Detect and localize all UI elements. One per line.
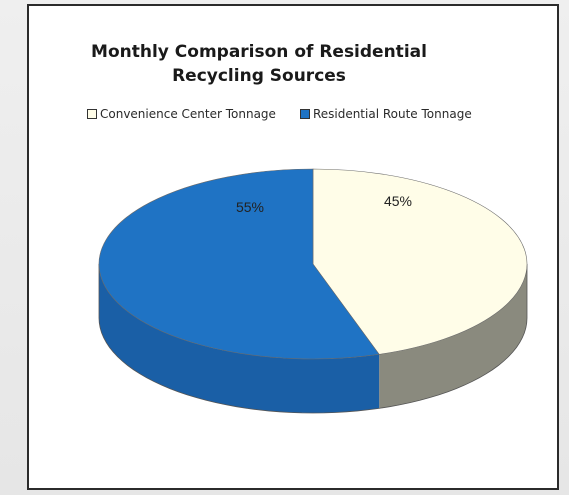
pie-side-residential-route	[99, 264, 380, 413]
pie-bottom-rim	[98, 317, 528, 414]
legend-swatch-convenience-center	[87, 109, 97, 119]
legend-label-residential-route: Residential Route Tonnage	[312, 107, 472, 121]
chart-frame: Monthly Comparison of Residential Recycl…	[27, 4, 559, 490]
chart-title: Monthly Comparison of Residential Recycl…	[29, 40, 489, 88]
chart-title-line-1: Monthly Comparison of Residential	[91, 42, 427, 62]
pie-slice-convenience-center	[312, 168, 528, 355]
chart-legend: Convenience Center Tonnage Residential R…	[87, 105, 496, 123]
legend-item-convenience-center: Convenience Center Tonnage	[87, 107, 276, 121]
pie-chart: 45% 55%	[98, 168, 528, 414]
chart-title-line-2: Recycling Sources	[172, 66, 346, 86]
data-label-convenience-center: 45%	[384, 193, 412, 209]
legend-label-convenience-center: Convenience Center Tonnage	[100, 107, 276, 121]
data-label-residential-route: 55%	[236, 199, 264, 215]
legend-swatch-residential-route	[299, 109, 310, 119]
pie-slice-residential-route	[98, 168, 380, 360]
legend-item-residential-route: Residential Route Tonnage	[299, 107, 472, 121]
